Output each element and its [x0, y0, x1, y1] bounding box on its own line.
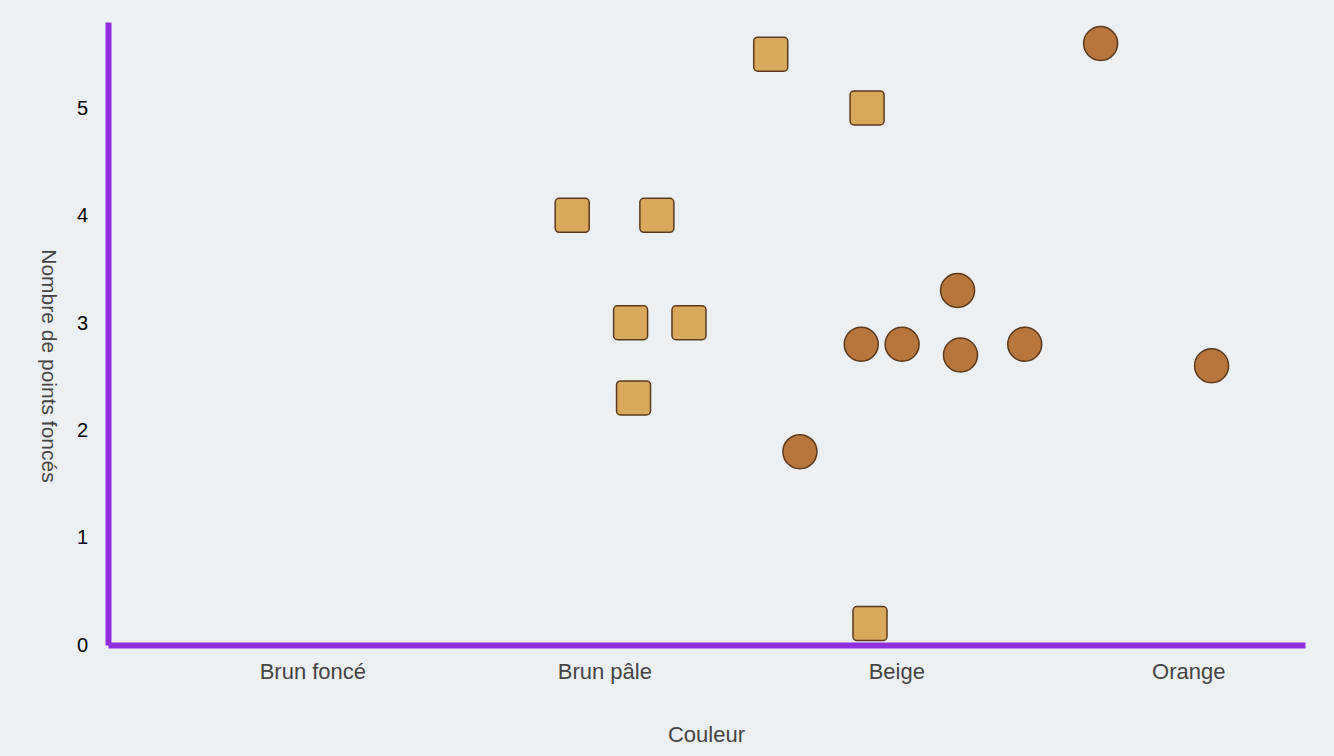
x-axis-title: Couleur	[668, 722, 745, 747]
y-tick: 1	[77, 526, 108, 548]
point	[850, 91, 884, 125]
background	[0, 0, 1334, 756]
x-axis: Brun foncé Brun pâle Beige Orange	[109, 645, 1306, 684]
x-tick-label: Brun foncé	[260, 659, 366, 684]
y-axis-line	[106, 23, 112, 646]
y-tick-label: 5	[77, 97, 88, 119]
x-tick: Brun foncé	[260, 645, 366, 684]
point	[1195, 349, 1229, 383]
point	[1084, 26, 1118, 60]
x-tick: Orange	[1152, 645, 1225, 684]
x-tick: Beige	[869, 645, 925, 684]
y-tick-label: 0	[77, 634, 88, 656]
point	[640, 198, 674, 232]
chart: Brun foncé Brun pâle Beige Orange 0 1 2 3 4 5 Coul…	[0, 0, 1334, 756]
x-axis-line	[109, 643, 1306, 649]
point	[783, 435, 817, 469]
y-tick: 2	[77, 419, 108, 441]
point	[853, 607, 887, 641]
point	[617, 381, 651, 415]
x-tick-label: Orange	[1152, 659, 1225, 684]
y-tick-label: 1	[77, 526, 88, 548]
point	[1008, 327, 1042, 361]
y-tick-label: 3	[77, 312, 88, 334]
x-tick: Brun pâle	[558, 645, 652, 684]
y-tick: 3	[77, 312, 108, 334]
series	[783, 26, 1229, 468]
y-tick-label: 4	[77, 204, 88, 226]
x-tick-label: Beige	[869, 659, 925, 684]
point	[941, 274, 975, 308]
y-tick: 4	[77, 204, 108, 226]
point	[614, 306, 648, 340]
y-axis-title: Nombre de points foncés	[38, 249, 61, 482]
point	[885, 327, 919, 361]
point	[555, 198, 589, 232]
y-axis: 0 1 2 3 4 5	[77, 23, 109, 656]
point	[754, 37, 788, 71]
x-tick-label: Brun pâle	[558, 659, 652, 684]
plot-area	[555, 26, 1228, 640]
y-tick: 0	[77, 634, 108, 656]
point	[672, 306, 706, 340]
point	[844, 327, 878, 361]
y-tick-label: 2	[77, 419, 88, 441]
y-tick: 5	[77, 97, 108, 119]
series	[555, 37, 887, 640]
point	[943, 338, 977, 372]
